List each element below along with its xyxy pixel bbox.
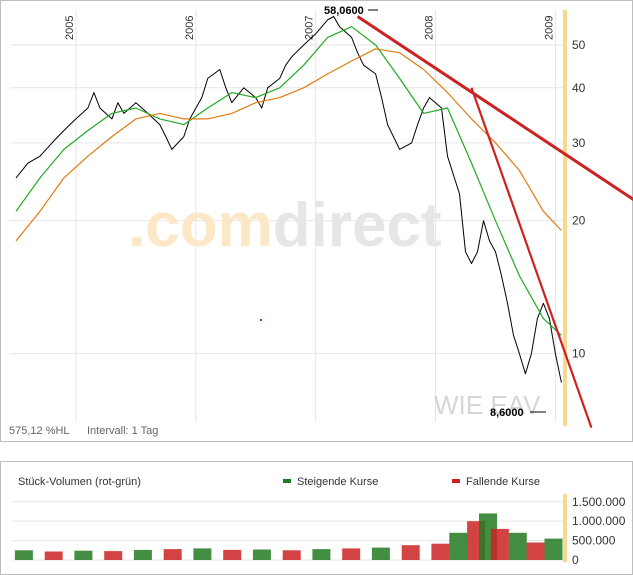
volume-bar <box>449 532 468 560</box>
watermark: .comdirect <box>128 191 442 260</box>
price-grid <box>10 10 565 422</box>
volume-bar <box>401 545 420 560</box>
volume-bar <box>74 550 93 560</box>
hl-percent: 575,12 %HL <box>9 425 70 437</box>
y-tick-label: 40 <box>572 81 586 95</box>
x-tick-label: 2006 <box>184 16 196 40</box>
volume-tick-label: 0 <box>572 553 579 567</box>
trend-line <box>356 15 633 201</box>
volume-date-marker <box>563 494 567 562</box>
high-label: 58,0600 <box>324 5 364 17</box>
volume-bar <box>342 548 361 560</box>
current-date-marker <box>563 10 567 426</box>
volume-bar <box>312 549 331 560</box>
volume-bar <box>544 538 563 560</box>
symbol-label: WIE EAV <box>434 390 541 420</box>
price-line <box>15 16 562 383</box>
y-tick-label: 20 <box>572 214 586 228</box>
price-line <box>15 48 562 242</box>
volume-tick-label: 500.000 <box>572 534 616 548</box>
volume-bar <box>14 550 33 560</box>
price-series <box>15 15 633 428</box>
interval-label: Intervall: 1 Tag <box>87 425 158 437</box>
marker-dot <box>260 319 262 321</box>
legend-rising-label: Steigende Kurse <box>297 476 378 488</box>
x-tick-label: 2007 <box>304 16 316 40</box>
volume-axis-labels: 1.500.000 1.000.000 500.000 0 <box>572 495 626 567</box>
watermark-part-1: .com <box>128 191 273 260</box>
low-label: 8,6000 <box>490 407 524 419</box>
trend-line <box>470 87 593 428</box>
volume-bar <box>490 528 509 560</box>
price-line <box>15 26 562 336</box>
volume-title: Stück-Volumen (rot-grün) <box>18 476 141 488</box>
volume-bar <box>431 543 450 560</box>
volume-bar <box>526 542 545 560</box>
volume-tick-label: 1.000.000 <box>572 514 626 528</box>
x-tick-label: 2009 <box>543 16 555 40</box>
volume-bar <box>508 532 527 560</box>
y-tick-label: 10 <box>572 347 586 361</box>
volume-bar <box>163 549 182 560</box>
legend-falling-swatch <box>452 479 460 483</box>
watermark-part-2: direct <box>273 191 442 260</box>
volume-bar <box>282 550 301 560</box>
x-axis-labels: 2005 2006 2007 2008 2009 <box>64 16 555 40</box>
y-axis-labels: 10 20 30 40 50 <box>572 38 586 361</box>
volume-bar <box>252 549 271 560</box>
y-tick-label: 30 <box>572 136 586 150</box>
volume-bar <box>44 551 63 560</box>
x-tick-label: 2008 <box>424 16 436 40</box>
volume-bar <box>193 548 212 560</box>
volume-bar <box>223 549 242 560</box>
x-tick-label: 2005 <box>64 16 76 40</box>
volume-bar <box>133 549 152 560</box>
y-tick-label: 50 <box>572 38 586 52</box>
volume-bars <box>14 513 563 560</box>
legend-falling-label: Fallende Kurse <box>466 476 540 488</box>
volume-bar <box>371 547 390 560</box>
volume-bar <box>104 551 123 560</box>
volume-tick-label: 1.500.000 <box>572 495 626 509</box>
legend-rising-swatch <box>283 479 291 483</box>
